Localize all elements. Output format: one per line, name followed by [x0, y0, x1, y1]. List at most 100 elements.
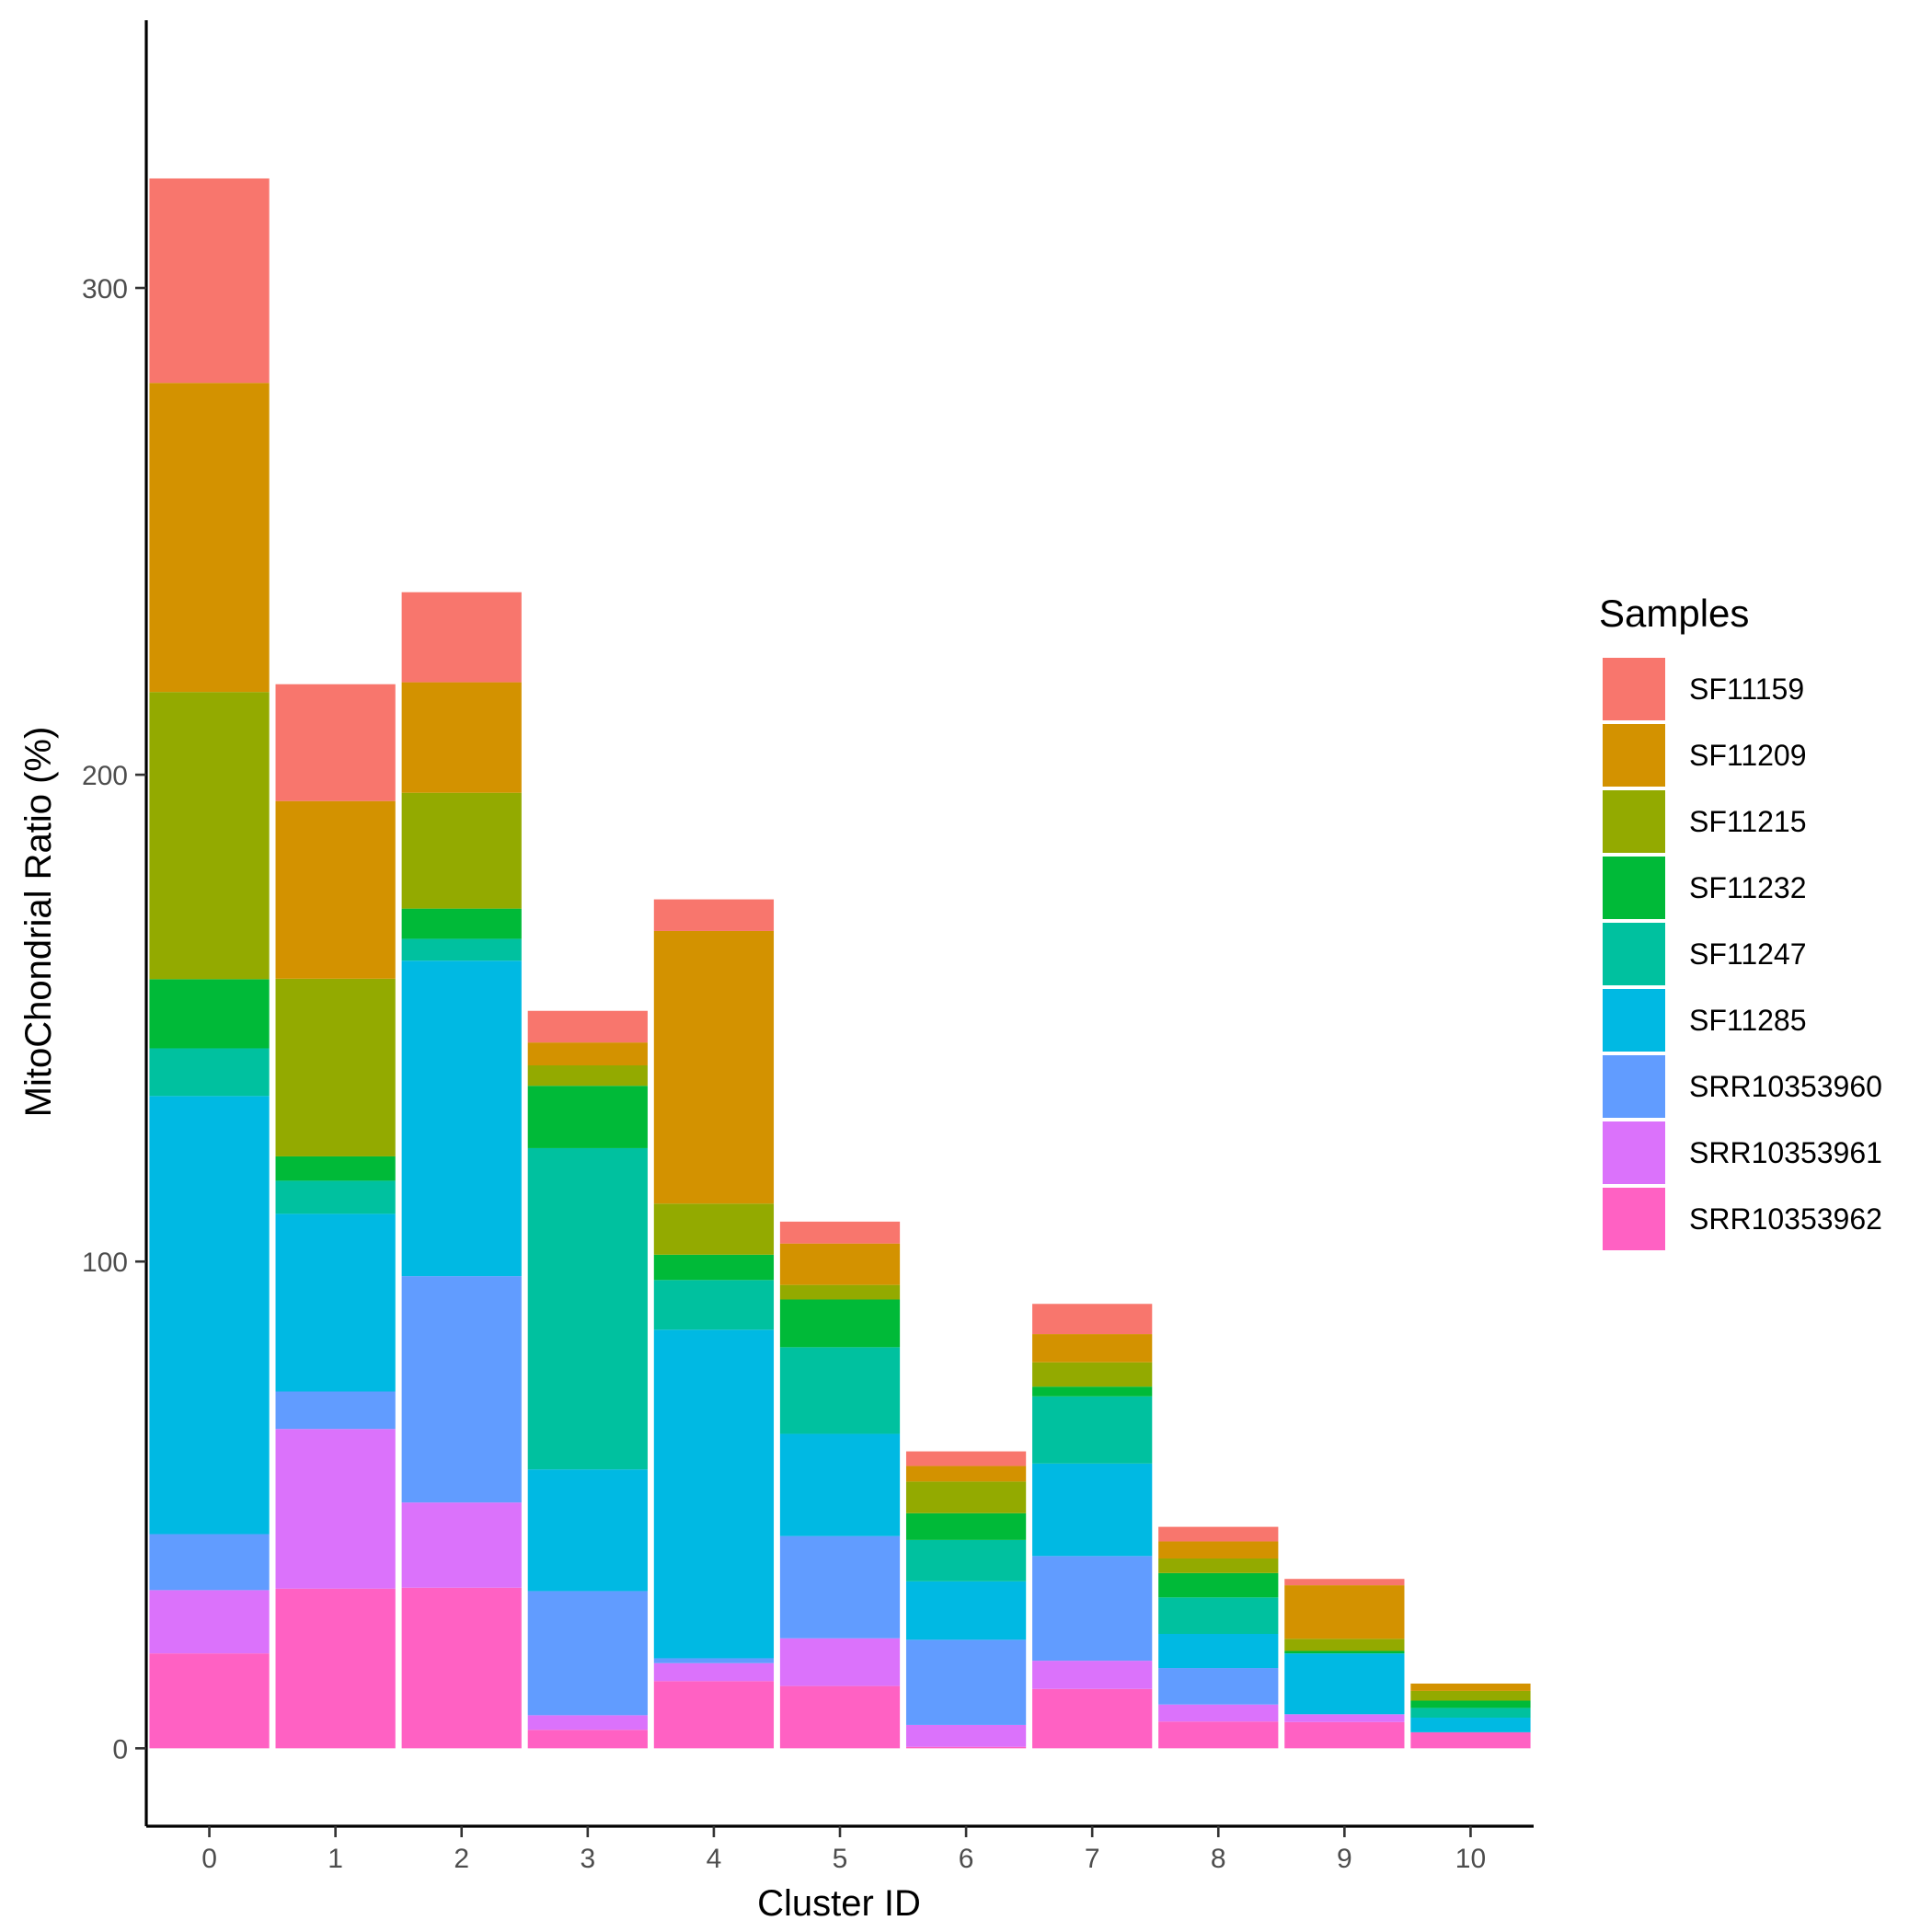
legend-label: SF11247 [1689, 937, 1807, 971]
bar-segment [275, 684, 396, 801]
bar-segment [527, 1010, 648, 1043]
bar-segment [653, 1254, 775, 1281]
bar-segment [779, 1433, 901, 1536]
bar-segment [1284, 1714, 1405, 1722]
bar-segment [653, 1658, 775, 1663]
bar-segment [149, 1096, 270, 1535]
bar-segment [1032, 1463, 1153, 1557]
bar-segment [275, 1391, 396, 1430]
bar-segment [149, 1534, 270, 1591]
bar-segment [1284, 1653, 1405, 1715]
bar-segment [527, 1147, 648, 1470]
bar-segment [1410, 1683, 1531, 1691]
axes: 0 100 200 300 0 1 2 3 4 5 6 7 8 9 10 [82, 20, 1534, 1874]
legend-key [1603, 1055, 1665, 1118]
bar-segment [1032, 1396, 1153, 1464]
legend-title: Samples [1599, 592, 1749, 635]
legend-key [1603, 790, 1665, 853]
bar-segment [1032, 1556, 1153, 1662]
x-tick-label: 2 [454, 1844, 469, 1874]
bar-segment [149, 383, 270, 693]
bar-segment [905, 1639, 1027, 1725]
bar-segment [1410, 1708, 1531, 1719]
x-axis-title: Cluster ID [757, 1883, 921, 1924]
bar-segment [275, 1429, 396, 1589]
bar-segment [1158, 1572, 1279, 1598]
bar-segment [1284, 1579, 1405, 1586]
legend-key [1603, 989, 1665, 1052]
bar-segment [527, 1591, 648, 1716]
legend-key [1603, 923, 1665, 985]
bar-segment [653, 1203, 775, 1255]
bar-segment [275, 1588, 396, 1749]
bar-segment [905, 1724, 1027, 1747]
bar-segment [401, 908, 522, 939]
bar-segment [401, 1587, 522, 1749]
bar-segment [1284, 1650, 1405, 1654]
bar-segment [1158, 1558, 1279, 1573]
legend-key [1603, 1188, 1665, 1250]
bar-segment [779, 1299, 901, 1348]
x-tick-label: 4 [707, 1844, 722, 1874]
bar-segment [149, 1590, 270, 1654]
bar-segment [1410, 1700, 1531, 1708]
bar-segment [275, 800, 396, 979]
x-tick-label: 8 [1211, 1844, 1226, 1874]
bar-segment [1032, 1304, 1153, 1335]
bar-segment [149, 1653, 270, 1749]
bar-segment [1284, 1721, 1405, 1749]
x-tick-label: 6 [959, 1844, 974, 1874]
bar-segment [1158, 1704, 1279, 1722]
bar-segment [275, 1180, 396, 1214]
bar-segment [401, 960, 522, 1277]
bar-segment [1158, 1526, 1279, 1542]
bar-segment [527, 1065, 648, 1087]
bar-segment [275, 978, 396, 1156]
bar-segment [653, 1280, 775, 1330]
legend-label: SF11159 [1689, 673, 1804, 706]
bar-segment [905, 1481, 1027, 1513]
bar-segment [527, 1042, 648, 1065]
bar-segment [905, 1451, 1027, 1466]
bar-segment [1158, 1634, 1279, 1669]
bar-segment [779, 1243, 901, 1285]
bar-segment [149, 1048, 270, 1097]
bar-segment [1284, 1639, 1405, 1651]
bar-segment [401, 682, 522, 793]
bar-segment [527, 1715, 648, 1731]
bar-segment [905, 1466, 1027, 1482]
bar-segment [401, 1502, 522, 1588]
bar-segment [1410, 1731, 1531, 1749]
bar-segment [1032, 1661, 1153, 1689]
bar-stacks [149, 178, 1531, 1749]
bar-segment [653, 930, 775, 1204]
x-tick-label: 10 [1455, 1844, 1486, 1874]
bar-segment [527, 1086, 648, 1148]
legend-label: SRR10353960 [1689, 1070, 1882, 1103]
legend-key [1603, 724, 1665, 787]
legend-label: SF11285 [1689, 1004, 1807, 1037]
bar-segment [401, 938, 522, 961]
legend-label: SRR10353961 [1689, 1136, 1882, 1169]
y-tick-label: 300 [82, 274, 128, 305]
bar-segment [401, 792, 522, 909]
x-tick-label: 7 [1085, 1844, 1100, 1874]
bar-segment [401, 592, 522, 683]
bar-segment [527, 1469, 648, 1592]
bar-segment [1284, 1585, 1405, 1639]
y-tick-label: 0 [112, 1734, 128, 1765]
legend-key [1603, 658, 1665, 720]
bar-segment [905, 1746, 1027, 1749]
bar-segment [1158, 1597, 1279, 1634]
bar-segment [653, 899, 775, 931]
x-tick-label: 0 [201, 1844, 217, 1874]
bar-segment [401, 1276, 522, 1503]
legend-label: SRR10353962 [1689, 1202, 1882, 1236]
bar-segment [779, 1347, 901, 1434]
y-axis-title: MitoChondrial Ratio (%) [18, 727, 59, 1118]
bar-segment [779, 1638, 901, 1686]
bar-segment [1032, 1688, 1153, 1749]
bar-segment [905, 1512, 1027, 1540]
bar-segment [779, 1284, 901, 1300]
